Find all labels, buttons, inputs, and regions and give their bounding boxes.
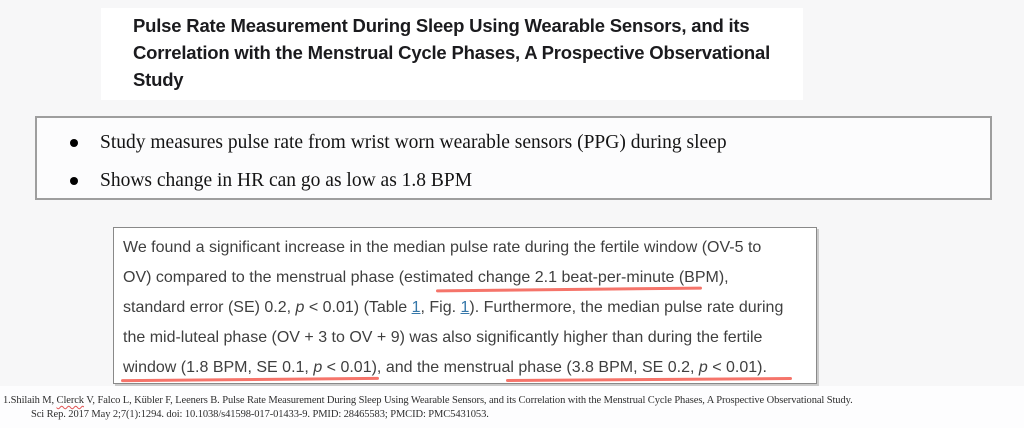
list-item: Shows change in HR can go as low as 1.8 … [70, 169, 990, 193]
quote-line: standard error (SE) 0.2, p < 0.01) (Tabl… [123, 293, 804, 323]
quote-text: < 0.01). [707, 359, 767, 376]
citation: 1.Shilaih M, Clerck V, Falco L, Kübler F… [0, 386, 1024, 428]
quote-line: the mid-luteal phase (OV + 3 to OV + 9) … [123, 329, 763, 346]
bullet-text: Shows change in HR can go as low as 1.8 … [100, 170, 473, 191]
citation-misspelled-word: Clerck [56, 395, 84, 406]
paper-title-line: Study [133, 69, 184, 90]
list-item: Study measures pulse rate from wrist wor… [70, 131, 990, 155]
quote-text: < 0.01), and the menstrual phase (3.8 BP… [322, 359, 699, 376]
quote-text: standard error (SE) 0.2, [123, 299, 296, 316]
quote-text: < 0.01) (Table [304, 299, 412, 316]
italic-p: p [295, 299, 305, 316]
quote-line: window (1.8 BPM, SE 0.1, p < 0.01), and … [123, 353, 804, 383]
citation-text: V, Falco L, Kübler F, Leeners B. Pulse R… [83, 395, 853, 406]
citation-text: 1.Shilaih M, [3, 395, 57, 406]
summary-bullet-box: Study measures pulse rate from wrist wor… [35, 116, 992, 200]
italic-p: p [313, 359, 323, 376]
fig-1-link[interactable]: 1 [460, 299, 470, 316]
quote-text: ). Furthermore, the median pulse rate du… [469, 299, 784, 316]
table-1-link[interactable]: 1 [411, 299, 421, 316]
quote-line: We found a significant increase in the m… [123, 239, 762, 256]
bullet-text: Study measures pulse rate from wrist wor… [100, 132, 727, 153]
citation-line: 1.Shilaih M, Clerck V, Falco L, Kübler F… [3, 394, 1024, 408]
paper-title-line: Correlation with the Menstrual Cycle Pha… [133, 42, 771, 63]
abstract-quote-box: We found a significant increase in the m… [113, 227, 817, 384]
paper-title-block: Pulse Rate Measurement During Sleep Usin… [101, 8, 803, 100]
quote-line: OV) compared to the menstrual phase (est… [123, 269, 729, 286]
quote-text: , Fig. [420, 299, 461, 316]
bullet-icon [70, 177, 78, 185]
quote-text: window (1.8 BPM, SE 0.1, [123, 359, 314, 376]
italic-p: p [698, 359, 708, 376]
citation-line: Sci Rep. 2017 May 2;7(1):1294. doi: 10.1… [31, 409, 489, 420]
paper-title-line: Pulse Rate Measurement During Sleep Usin… [133, 15, 750, 36]
bullet-icon [70, 139, 78, 147]
